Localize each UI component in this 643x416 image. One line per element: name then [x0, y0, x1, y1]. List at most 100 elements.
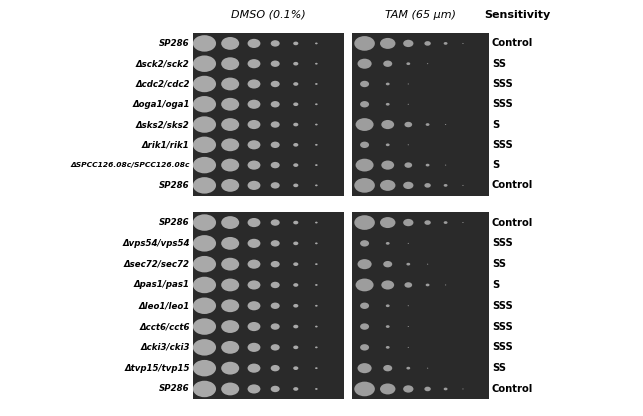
Ellipse shape [360, 81, 369, 87]
Ellipse shape [293, 283, 298, 287]
Text: SS: SS [492, 363, 506, 373]
Ellipse shape [248, 218, 260, 227]
Ellipse shape [221, 158, 239, 171]
Ellipse shape [221, 341, 239, 354]
Ellipse shape [315, 367, 318, 369]
Ellipse shape [293, 143, 298, 147]
Text: Control: Control [492, 181, 533, 191]
Ellipse shape [356, 118, 374, 131]
Ellipse shape [315, 103, 318, 105]
Ellipse shape [427, 63, 428, 64]
Ellipse shape [248, 79, 260, 89]
Ellipse shape [315, 388, 318, 390]
Text: S: S [492, 160, 499, 170]
Ellipse shape [221, 320, 239, 333]
Text: Δsks2/sks2: Δsks2/sks2 [136, 120, 190, 129]
Ellipse shape [386, 83, 390, 85]
Text: Sensitivity: Sensitivity [484, 10, 551, 20]
Ellipse shape [293, 366, 298, 370]
Ellipse shape [193, 55, 216, 72]
Ellipse shape [444, 42, 448, 45]
Ellipse shape [360, 344, 369, 351]
Ellipse shape [381, 280, 394, 290]
Ellipse shape [271, 323, 280, 330]
Ellipse shape [248, 343, 260, 352]
Ellipse shape [271, 101, 280, 107]
Ellipse shape [193, 157, 216, 173]
Ellipse shape [386, 103, 390, 106]
Ellipse shape [248, 39, 260, 48]
Ellipse shape [426, 284, 430, 286]
Ellipse shape [271, 121, 280, 128]
Ellipse shape [293, 123, 298, 126]
Ellipse shape [383, 365, 392, 371]
Ellipse shape [193, 35, 216, 52]
Text: Δleo1/leo1: Δleo1/leo1 [138, 301, 190, 310]
Ellipse shape [380, 38, 395, 49]
Ellipse shape [193, 235, 216, 252]
Ellipse shape [315, 124, 318, 126]
Ellipse shape [248, 280, 260, 290]
Text: ΔSPCC126.08c/SPCC126.08c: ΔSPCC126.08c/SPCC126.08c [70, 162, 190, 168]
Text: S: S [492, 280, 499, 290]
Ellipse shape [408, 243, 409, 244]
Ellipse shape [221, 383, 239, 395]
Ellipse shape [271, 141, 280, 148]
Ellipse shape [315, 63, 318, 64]
Ellipse shape [248, 181, 260, 190]
Ellipse shape [424, 183, 431, 188]
Text: Δcct6/cct6: Δcct6/cct6 [139, 322, 190, 331]
Ellipse shape [386, 242, 390, 245]
Ellipse shape [424, 387, 431, 391]
Ellipse shape [315, 263, 318, 265]
Text: SP286: SP286 [159, 39, 190, 48]
Text: SP286: SP286 [159, 384, 190, 394]
Ellipse shape [271, 302, 280, 309]
Ellipse shape [293, 242, 298, 245]
Ellipse shape [293, 183, 298, 187]
Ellipse shape [360, 323, 369, 330]
Ellipse shape [193, 96, 216, 112]
Ellipse shape [360, 240, 369, 247]
Ellipse shape [248, 384, 260, 394]
Ellipse shape [354, 36, 375, 51]
Text: SSS: SSS [492, 79, 512, 89]
Text: Δcki3/cki3: Δcki3/cki3 [140, 343, 190, 352]
Bar [352, 212, 489, 399]
Text: Δcdc2/cdc2: Δcdc2/cdc2 [135, 79, 190, 89]
Ellipse shape [248, 364, 260, 373]
Ellipse shape [193, 297, 216, 314]
Ellipse shape [315, 164, 318, 166]
Ellipse shape [408, 305, 409, 306]
Ellipse shape [383, 261, 392, 267]
Ellipse shape [248, 59, 260, 68]
Ellipse shape [354, 381, 375, 396]
Ellipse shape [293, 163, 298, 167]
Ellipse shape [221, 57, 239, 70]
Ellipse shape [248, 140, 260, 149]
Ellipse shape [462, 43, 464, 44]
Ellipse shape [271, 162, 280, 168]
Ellipse shape [444, 388, 448, 390]
Ellipse shape [424, 41, 431, 46]
Ellipse shape [427, 368, 428, 369]
Ellipse shape [221, 258, 239, 270]
Ellipse shape [193, 360, 216, 376]
Ellipse shape [381, 161, 394, 170]
Ellipse shape [427, 264, 428, 265]
Ellipse shape [221, 77, 239, 90]
Bar [193, 33, 344, 196]
Ellipse shape [406, 263, 410, 265]
Ellipse shape [221, 237, 239, 250]
Text: SSS: SSS [492, 238, 512, 248]
Ellipse shape [358, 259, 372, 269]
Ellipse shape [408, 326, 409, 327]
Text: Control: Control [492, 38, 533, 48]
Text: SS: SS [492, 259, 506, 269]
Ellipse shape [193, 76, 216, 92]
Text: SSS: SSS [492, 301, 512, 311]
Text: DMSO (0.1%): DMSO (0.1%) [231, 10, 306, 20]
Ellipse shape [193, 339, 216, 356]
Text: SSS: SSS [492, 140, 512, 150]
Ellipse shape [315, 184, 318, 186]
